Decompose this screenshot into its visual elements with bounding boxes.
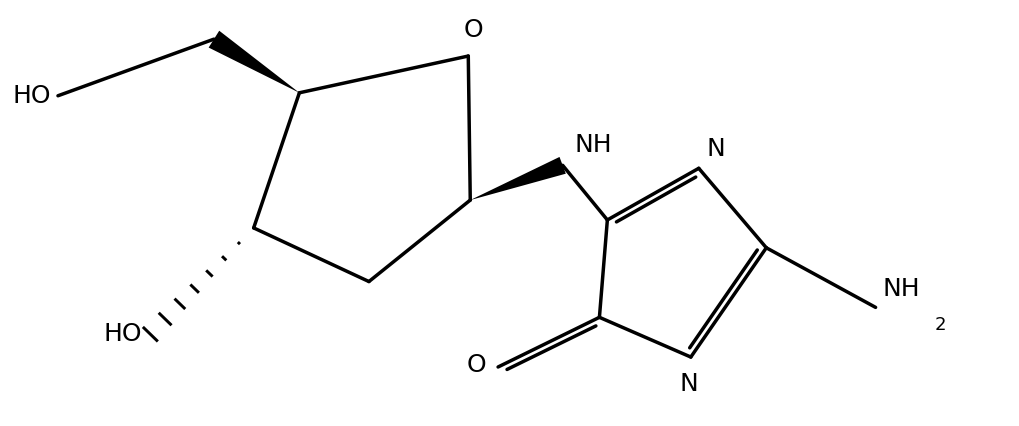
Polygon shape — [470, 157, 566, 200]
Text: O: O — [463, 18, 483, 42]
Text: NH: NH — [574, 133, 611, 157]
Text: 2: 2 — [933, 317, 945, 334]
Text: N: N — [706, 137, 725, 161]
Text: NH: NH — [881, 277, 919, 302]
Text: HO: HO — [104, 322, 143, 346]
Text: N: N — [679, 372, 698, 396]
Text: O: O — [466, 353, 486, 377]
Polygon shape — [209, 31, 300, 93]
Text: HO: HO — [12, 84, 51, 108]
